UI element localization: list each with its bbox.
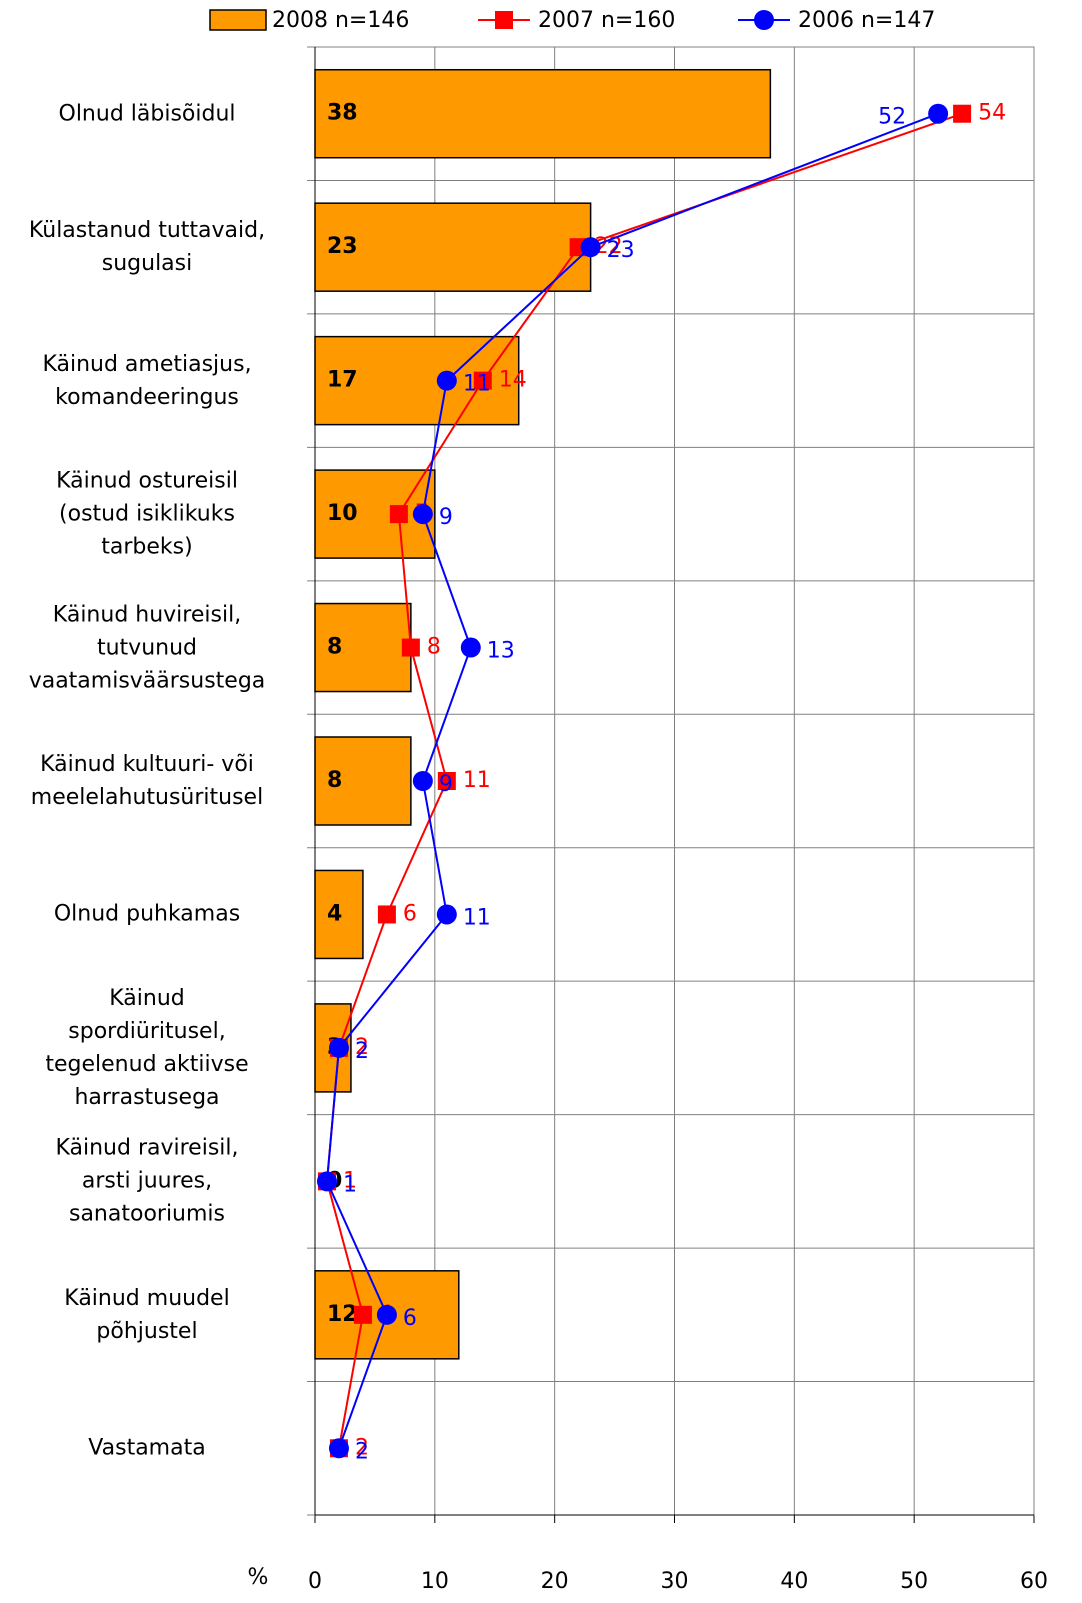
marker [412,504,433,525]
marker [460,637,481,658]
bar [314,202,592,292]
category-label: Külastanud tuttavaid, sugulasi [28,218,266,277]
data-label: 6 [403,1306,417,1331]
marker [328,1037,349,1058]
category-label: Käinud muudel põhjustel [64,1285,230,1344]
category-label: Olnud puhkamas [53,901,241,927]
bar [314,68,772,159]
category-label: Käinud huvireisil, tutvunud vaatamisväär… [28,602,266,694]
category-label: Olnud läbisõidul [58,101,236,127]
data-label: 54 [978,101,1006,126]
data-label: 11 [463,372,491,397]
bar-value-label: 4 [327,901,342,926]
x-tick-label: 40 [780,1569,808,1594]
category-label: Käinud spordiüritusel, tegelenud aktiivs… [45,985,249,1110]
marker [437,772,456,790]
legend-label: 2008 n=146 [272,8,409,33]
marker [953,104,972,123]
data-label: 1 [343,1172,357,1197]
marker [436,370,457,391]
data-label: 2 [355,1439,369,1464]
marker [316,1171,337,1192]
data-label: 23 [607,238,635,263]
category-label: Käinud kultuuri- või meelelahutusürituse… [30,752,264,810]
data-label: 14 [499,368,527,393]
marker [580,237,601,258]
category-label: Vastamata [88,1435,206,1461]
legend-label: 2007 n=160 [538,8,675,33]
category-label: Käinud ravireisil, arsti juures, sanatoo… [55,1135,239,1227]
x-tick-label: 30 [661,1569,689,1594]
bar-value-label: 23 [327,234,358,259]
category-label: Käinud ametiasjus, komandeeringus [42,351,252,410]
data-label: 8 [427,635,441,660]
bar-value-label: 10 [327,501,358,526]
marker [353,1305,372,1324]
bar [314,869,364,960]
legend-label: 2006 n=147 [798,8,935,33]
bar-value-label: 12 [327,1302,358,1327]
marker [376,1304,397,1325]
data-label: 6 [403,901,417,926]
marker [389,505,408,524]
data-label: 11 [463,768,491,793]
marker [928,103,949,124]
data-label: 9 [439,505,453,530]
marker [495,11,513,29]
x-tick-label: 0 [308,1569,322,1594]
data-label: 2 [355,1035,369,1060]
legend-swatch [209,9,267,31]
category-label: Käinud ostureisil (ostud isiklikuks tarb… [56,468,238,560]
x-axis-label: % [248,1565,269,1590]
data-label: 2 [355,1039,369,1064]
x-tick-label: 10 [421,1569,449,1594]
data-label: 52 [878,105,906,130]
marker [754,10,774,30]
data-label: 2 [355,1435,369,1460]
marker [436,904,457,925]
marker [473,371,492,390]
marker [412,771,433,791]
marker [328,1438,349,1459]
data-label: 1 [343,1168,357,1193]
bar-value-label: 8 [327,768,342,793]
marker [377,905,396,924]
x-tick-label: 50 [900,1569,928,1594]
data-label: 11 [463,905,491,930]
x-tick-label: 60 [1020,1569,1048,1594]
x-tick-label: 20 [541,1569,569,1594]
bar-value-label: 38 [327,101,358,126]
data-label: 13 [487,639,515,664]
bar [314,736,412,826]
bar-value-label: 17 [327,368,358,393]
marker [401,638,420,657]
bar-value-label: 8 [327,635,342,660]
data-label: 9 [439,772,453,797]
